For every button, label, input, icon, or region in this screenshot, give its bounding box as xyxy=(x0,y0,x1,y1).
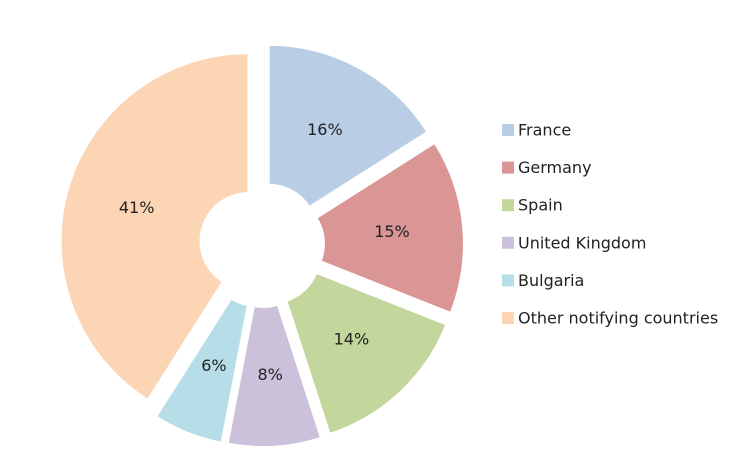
data-label: 14% xyxy=(334,330,370,349)
data-label: 41% xyxy=(119,198,155,217)
legend-marker xyxy=(502,274,514,287)
data-label: 15% xyxy=(374,222,410,241)
pie-slice xyxy=(267,43,429,209)
legend-marker xyxy=(502,312,514,324)
legend-label: Germany xyxy=(518,158,592,177)
data-label: 16% xyxy=(307,120,343,139)
legend-label: Bulgaria xyxy=(518,271,584,290)
pie-slice xyxy=(226,303,323,448)
data-label: 8% xyxy=(258,365,283,384)
legend-label: United Kingdom xyxy=(518,233,646,252)
legend-marker xyxy=(502,161,514,174)
legend-marker xyxy=(502,199,514,212)
pie-slice xyxy=(285,271,448,436)
legend-label: Spain xyxy=(518,196,563,215)
data-label: 6% xyxy=(201,356,226,375)
pie-slice xyxy=(154,297,250,444)
legend-label: Other notifying countries xyxy=(518,309,718,328)
pie-slice xyxy=(315,141,465,315)
legend-label: France xyxy=(518,121,571,140)
pie-slice xyxy=(59,52,250,402)
legend-marker xyxy=(502,124,514,136)
legend-marker xyxy=(502,236,514,249)
